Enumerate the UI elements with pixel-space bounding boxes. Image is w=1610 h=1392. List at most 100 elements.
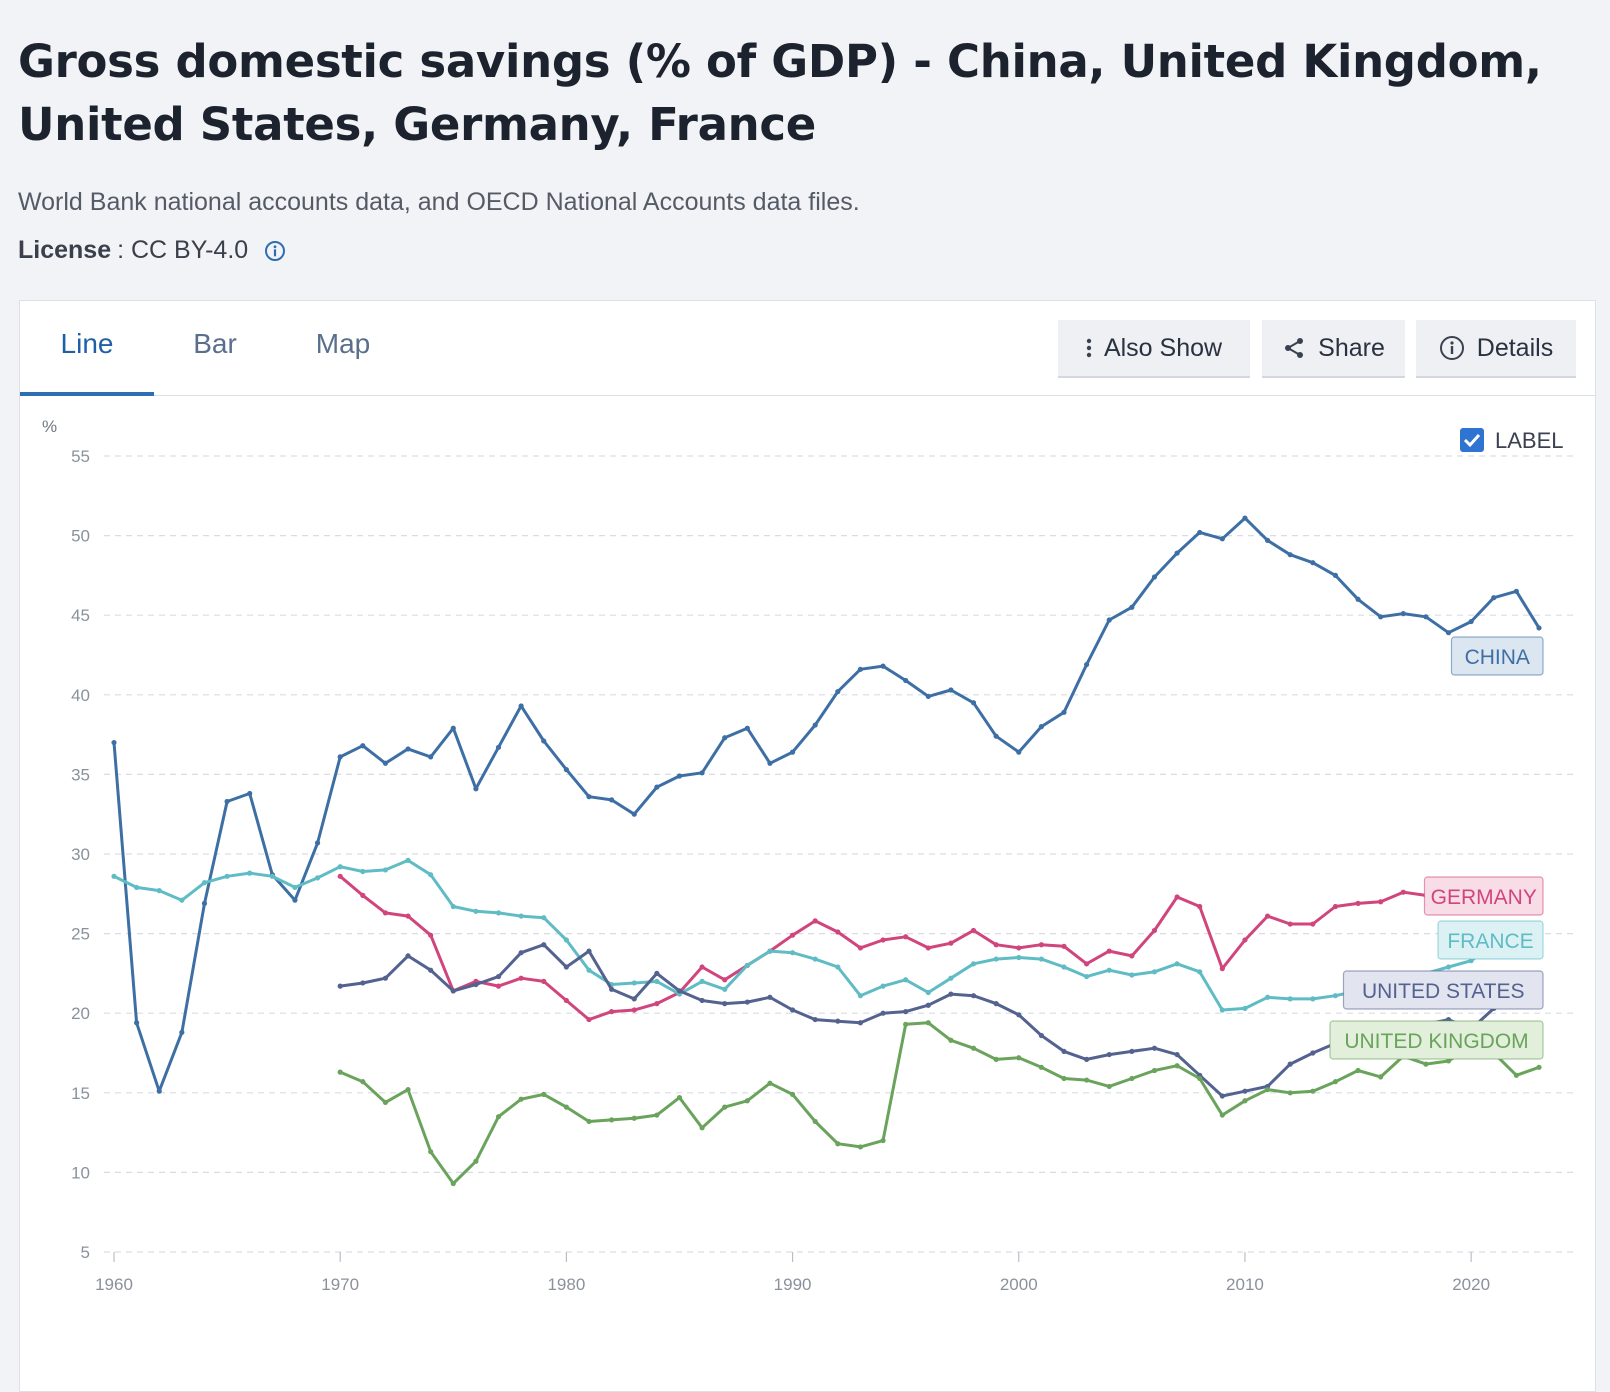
- data-point[interactable]: [835, 964, 841, 970]
- data-point[interactable]: [586, 1118, 592, 1125]
- data-point[interactable]: [563, 997, 569, 1004]
- data-point[interactable]: [473, 981, 479, 988]
- data-point[interactable]: [1174, 894, 1180, 900]
- data-point[interactable]: [880, 1137, 886, 1144]
- data-point[interactable]: [1174, 1063, 1180, 1069]
- data-point[interactable]: [1016, 1055, 1022, 1061]
- data-point[interactable]: [948, 975, 954, 981]
- data-point[interactable]: [1061, 709, 1067, 715]
- data-point[interactable]: [1219, 1007, 1225, 1013]
- data-point[interactable]: [903, 677, 909, 684]
- data-point[interactable]: [1106, 948, 1112, 954]
- data-point[interactable]: [450, 988, 456, 994]
- data-point[interactable]: [835, 1018, 841, 1024]
- data-point[interactable]: [134, 1020, 140, 1026]
- data-point[interactable]: [1219, 536, 1225, 542]
- data-point[interactable]: [1536, 1064, 1542, 1070]
- data-point[interactable]: [970, 961, 977, 967]
- data-point[interactable]: [1287, 552, 1293, 558]
- data-point[interactable]: [744, 962, 750, 969]
- data-point[interactable]: [1129, 604, 1135, 610]
- data-point[interactable]: [495, 910, 502, 916]
- data-point[interactable]: [1445, 1058, 1452, 1064]
- data-point[interactable]: [1423, 1061, 1429, 1067]
- data-point[interactable]: [224, 873, 230, 879]
- data-point[interactable]: [993, 1001, 999, 1007]
- data-point[interactable]: [903, 934, 909, 940]
- data-point[interactable]: [970, 700, 977, 706]
- data-point[interactable]: [1219, 1112, 1225, 1118]
- data-point[interactable]: [654, 1112, 660, 1118]
- data-point[interactable]: [903, 1021, 909, 1027]
- tab-line[interactable]: Line: [20, 301, 154, 396]
- data-point[interactable]: [1400, 611, 1406, 617]
- data-point[interactable]: [1174, 550, 1180, 556]
- data-point[interactable]: [1355, 900, 1361, 906]
- data-point[interactable]: [405, 857, 411, 863]
- data-point[interactable]: [156, 888, 162, 894]
- data-point[interactable]: [609, 1009, 615, 1015]
- data-point[interactable]: [1264, 537, 1271, 543]
- data-point[interactable]: [744, 725, 750, 731]
- data-point[interactable]: [405, 746, 411, 752]
- data-point[interactable]: [1332, 993, 1339, 999]
- data-point[interactable]: [1287, 921, 1293, 927]
- data-point[interactable]: [857, 666, 864, 672]
- data-point[interactable]: [269, 873, 275, 879]
- data-point[interactable]: [857, 993, 864, 999]
- data-point[interactable]: [1310, 1050, 1316, 1056]
- data-point[interactable]: [541, 915, 547, 921]
- data-point[interactable]: [1310, 560, 1316, 566]
- data-point[interactable]: [1151, 574, 1158, 580]
- data-point[interactable]: [1016, 749, 1022, 755]
- data-point[interactable]: [473, 786, 479, 792]
- data-point[interactable]: [993, 1056, 999, 1062]
- data-point[interactable]: [1287, 1061, 1293, 1067]
- data-point[interactable]: [1242, 1005, 1248, 1012]
- data-point[interactable]: [654, 970, 660, 977]
- data-point[interactable]: [1423, 614, 1429, 620]
- data-point[interactable]: [382, 975, 389, 981]
- data-point[interactable]: [1242, 515, 1248, 521]
- data-point[interactable]: [450, 903, 456, 910]
- data-point[interactable]: [789, 749, 796, 755]
- data-point[interactable]: [1038, 956, 1044, 962]
- data-point[interactable]: [1129, 1075, 1135, 1082]
- data-point[interactable]: [789, 950, 796, 956]
- data-point[interactable]: [156, 1088, 162, 1094]
- data-point[interactable]: [1400, 889, 1406, 895]
- data-point[interactable]: [857, 1144, 864, 1150]
- data-point[interactable]: [1310, 996, 1316, 1002]
- data-point[interactable]: [925, 989, 931, 996]
- data-point[interactable]: [541, 978, 547, 984]
- data-point[interactable]: [812, 722, 818, 728]
- data-point[interactable]: [812, 918, 818, 924]
- data-point[interactable]: [314, 840, 321, 846]
- data-point[interactable]: [518, 950, 524, 956]
- data-point[interactable]: [1242, 1088, 1248, 1094]
- data-point[interactable]: [699, 1125, 705, 1131]
- data-point[interactable]: [337, 1069, 343, 1075]
- data-point[interactable]: [518, 975, 524, 981]
- data-point[interactable]: [1332, 1079, 1339, 1085]
- series-united-states[interactable]: [337, 942, 1542, 1099]
- data-point[interactable]: [428, 1149, 434, 1155]
- data-point[interactable]: [1491, 595, 1497, 601]
- data-point[interactable]: [1084, 973, 1090, 980]
- data-point[interactable]: [948, 991, 954, 997]
- data-point[interactable]: [609, 986, 615, 992]
- also-show-button[interactable]: Also Show: [1058, 320, 1250, 378]
- data-point[interactable]: [360, 1079, 366, 1085]
- data-point[interactable]: [767, 1080, 773, 1086]
- data-point[interactable]: [812, 956, 818, 962]
- data-point[interactable]: [337, 754, 343, 760]
- data-point[interactable]: [970, 927, 977, 934]
- data-point[interactable]: [360, 743, 366, 749]
- data-point[interactable]: [1513, 1072, 1519, 1078]
- data-point[interactable]: [337, 873, 343, 879]
- data-point[interactable]: [880, 663, 886, 669]
- data-point[interactable]: [699, 997, 705, 1004]
- data-point[interactable]: [1151, 1067, 1158, 1074]
- data-point[interactable]: [722, 1001, 728, 1007]
- data-point[interactable]: [563, 1104, 569, 1110]
